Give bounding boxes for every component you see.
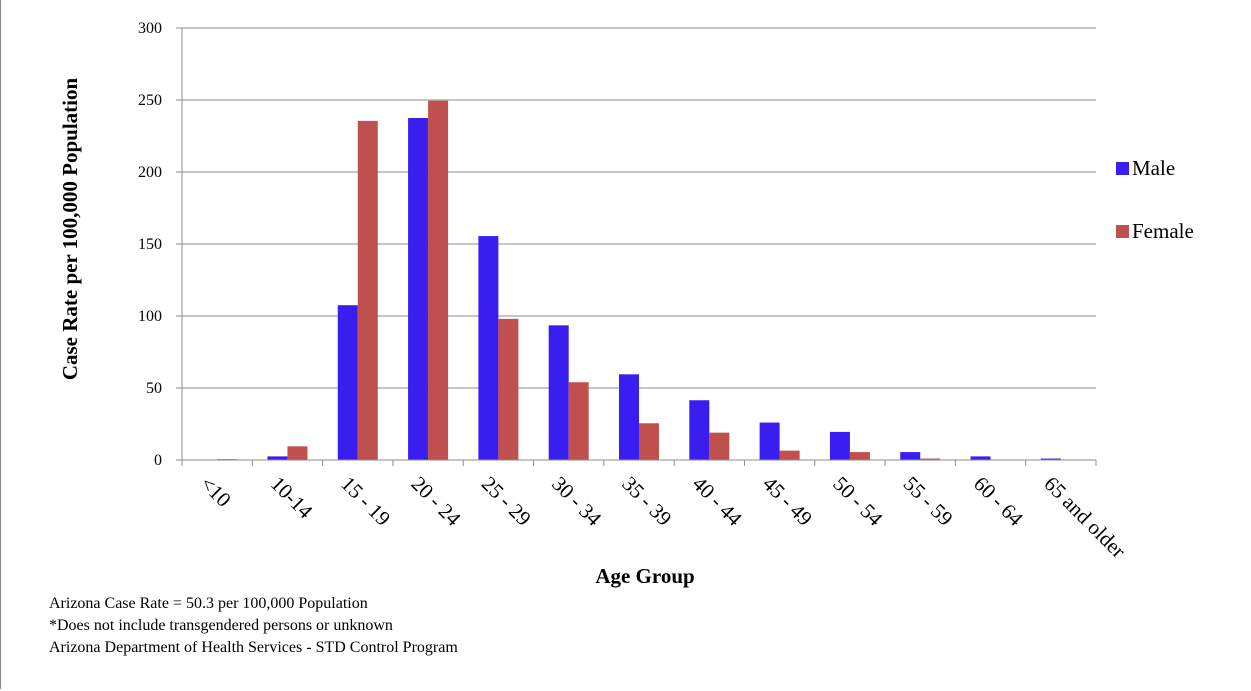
- y-tick-label: 300: [138, 20, 162, 37]
- y-tick-label: 0: [154, 452, 162, 469]
- bars: [197, 100, 1081, 460]
- legend-swatch-male: [1116, 162, 1129, 175]
- x-axis-label: Age Group: [595, 564, 694, 588]
- bar-female: [357, 120, 378, 460]
- bar-male: [829, 431, 850, 460]
- y-tick-label: 100: [138, 308, 162, 325]
- gridlines: [176, 27, 1096, 461]
- note-exclusion: *Does not include transgendered persons …: [49, 617, 393, 634]
- legend-label-male: Male: [1132, 156, 1175, 180]
- x-tick-label: 40 - 44: [688, 472, 747, 531]
- bar-female: [568, 382, 589, 460]
- x-tick-label: 15 - 19: [336, 472, 395, 531]
- bar-female: [287, 446, 308, 460]
- x-tick-label: <10: [196, 472, 236, 512]
- bar-male: [478, 236, 499, 460]
- y-tick-label: 200: [138, 164, 162, 181]
- bar-male: [1040, 458, 1061, 460]
- legend: Male Female: [1116, 156, 1194, 243]
- x-tick-label: 10-14: [266, 472, 318, 524]
- bar-female: [498, 318, 519, 460]
- x-tick-label: 20 - 24: [407, 472, 466, 531]
- bar-female: [779, 450, 800, 460]
- axes: [181, 28, 1097, 466]
- bar-female: [639, 423, 659, 460]
- bar-female: [709, 432, 730, 460]
- chart-notes: Arizona Case Rate = 50.3 per 100,000 Pop…: [49, 593, 458, 659]
- y-axis-label: Case Rate per 100,000 Population: [58, 78, 82, 381]
- bar-female: [920, 458, 941, 460]
- y-tick-labels: 0 50 100 150 200 250 300: [138, 20, 162, 469]
- x-tick-label: 25 - 29: [477, 472, 536, 531]
- x-tick-label: 55 - 59: [899, 472, 958, 531]
- bar-female: [849, 452, 870, 460]
- legend-label-female: Female: [1132, 219, 1194, 243]
- bar-male: [689, 400, 710, 460]
- x-tick-label: 45 - 49: [758, 472, 817, 531]
- bar-male: [900, 452, 921, 460]
- bar-male: [759, 422, 780, 460]
- note-case-rate: Arizona Case Rate = 50.3 per 100,000 Pop…: [49, 595, 368, 612]
- x-tick-label: 65 and older: [1039, 472, 1130, 563]
- bar-male: [337, 305, 358, 460]
- y-tick-label: 150: [138, 236, 162, 253]
- x-tick-labels: <10 10-14 15 - 19 20 - 24 25 - 29 30 - 34 35 -…: [196, 472, 1131, 563]
- y-tick-label: 250: [138, 92, 162, 109]
- bar-male: [970, 456, 991, 460]
- note-source: Arizona Department of Health Services - …: [49, 639, 458, 656]
- bar-male: [408, 118, 429, 460]
- x-tick-label: 35 - 39: [617, 472, 676, 531]
- bar-male: [548, 325, 569, 460]
- x-tick-label: 60 - 64: [969, 472, 1028, 531]
- x-tick-label: 30 - 34: [547, 472, 606, 531]
- legend-swatch-female: [1116, 225, 1129, 238]
- bar-male: [619, 374, 639, 460]
- x-tick-label: 50 - 54: [828, 472, 887, 531]
- bar-female: [428, 100, 449, 460]
- bar-male: [267, 456, 288, 460]
- y-tick-label: 50: [146, 380, 162, 397]
